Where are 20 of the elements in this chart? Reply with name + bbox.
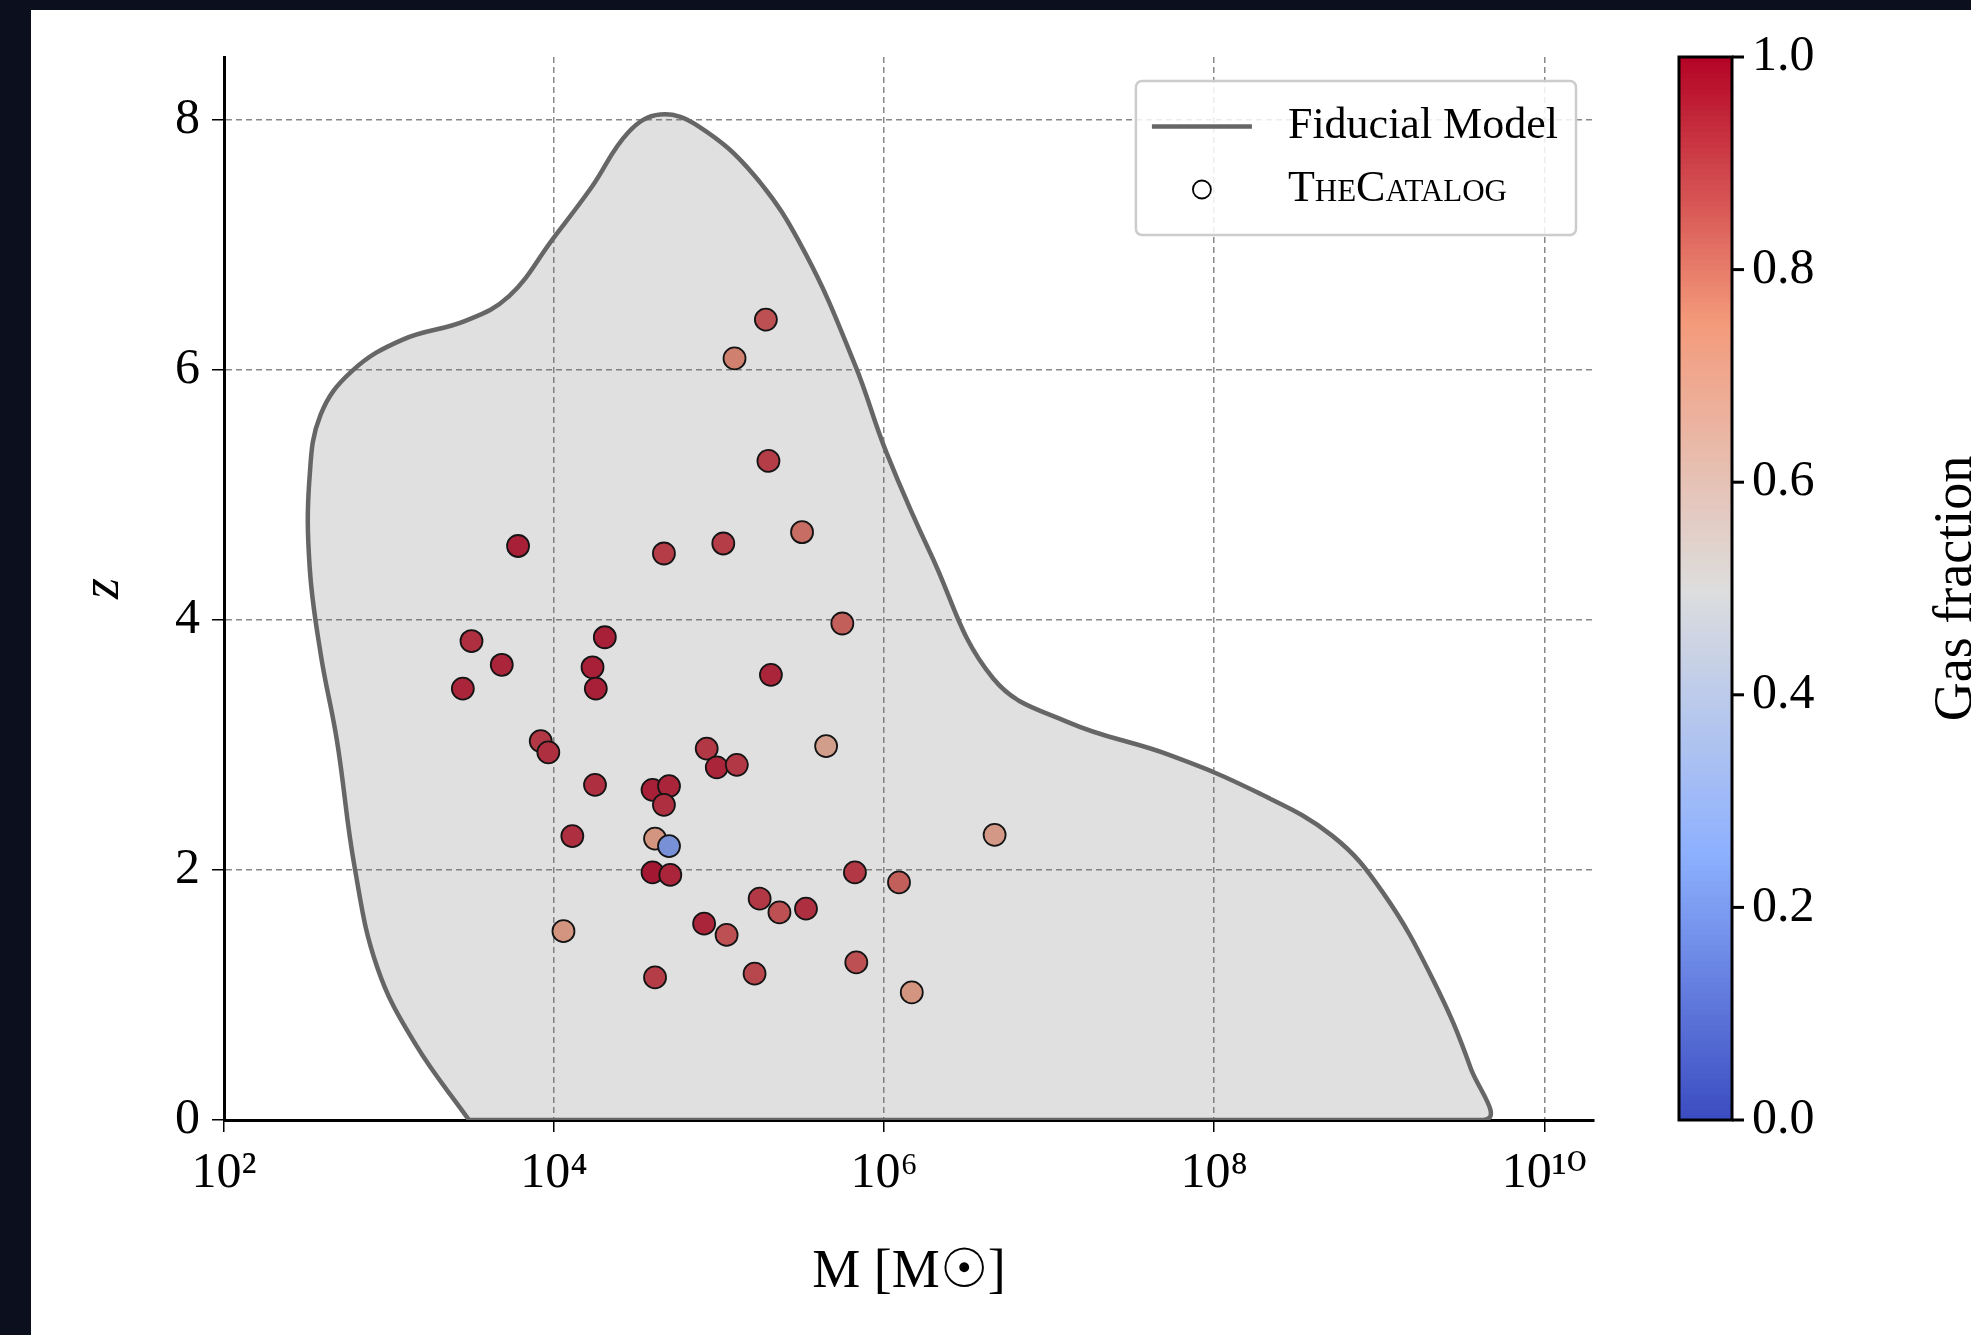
y-tick-label: 2 [175,838,200,895]
y-tick-label: 0 [175,1088,200,1145]
x-tick-label: 10¹⁰ [1501,1142,1587,1199]
x-tick-label: 10⁸ [1180,1142,1248,1199]
x-tick-label: 10² [191,1142,257,1199]
y-axis-title: z [69,577,130,601]
color-bar-label: 0.0 [1752,1088,1815,1145]
y-tick-label: 4 [175,587,200,644]
y-tick-label: 6 [175,337,200,394]
legend-label: Fiducial Model [1287,99,1559,149]
y-tick-label: 8 [175,87,200,144]
color-bar-label: 0.2 [1752,875,1815,932]
color-bar-label: 1.0 [1752,25,1815,82]
x-tick-label: 10⁴ [520,1142,588,1199]
color-bar-label: 0.8 [1752,237,1815,294]
x-tick-label: 10⁶ [850,1142,918,1199]
x-axis-title: M [M☉] [812,1238,1006,1299]
color-bar-label: 0.4 [1752,662,1815,719]
legend-label: TheCatalog [1287,162,1507,212]
color-bar-label: 0.6 [1752,450,1815,507]
